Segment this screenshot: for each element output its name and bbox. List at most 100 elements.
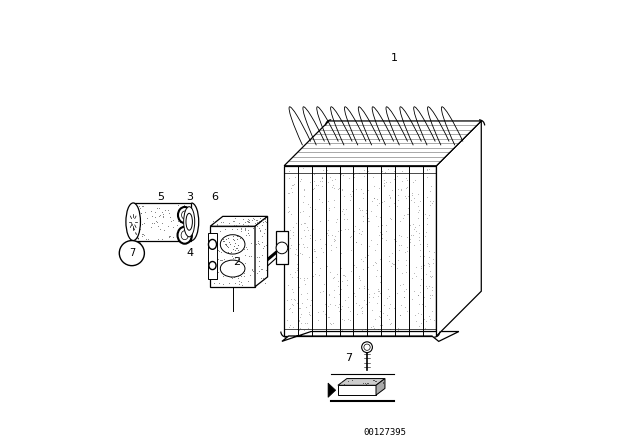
Point xyxy=(165,213,175,220)
Point xyxy=(220,240,230,247)
Point xyxy=(337,208,347,215)
Polygon shape xyxy=(210,226,255,287)
Point xyxy=(380,183,390,190)
Point xyxy=(168,216,179,224)
Point xyxy=(328,274,338,281)
Point xyxy=(367,261,378,268)
Point xyxy=(408,198,419,206)
Point xyxy=(232,226,242,233)
Point xyxy=(243,229,253,236)
Point xyxy=(424,247,434,254)
Ellipse shape xyxy=(182,211,188,219)
Point xyxy=(138,202,148,209)
Point xyxy=(343,293,353,300)
Polygon shape xyxy=(208,233,217,280)
Point xyxy=(324,173,335,181)
Point xyxy=(401,262,411,269)
Point xyxy=(369,324,379,331)
Point xyxy=(420,211,430,218)
Point xyxy=(373,223,383,230)
Point xyxy=(370,247,380,254)
Point xyxy=(255,215,265,222)
Point xyxy=(425,292,435,299)
Point xyxy=(411,264,421,271)
Point xyxy=(136,210,147,217)
Point xyxy=(360,254,370,261)
Point xyxy=(372,202,383,209)
Point xyxy=(243,217,253,224)
Point xyxy=(150,217,161,224)
Point xyxy=(291,246,301,253)
Point xyxy=(415,320,426,327)
Point xyxy=(313,317,323,324)
Point xyxy=(322,263,332,270)
Point xyxy=(317,175,327,182)
Point xyxy=(408,178,419,185)
Point xyxy=(243,219,253,226)
Point xyxy=(230,246,240,253)
Point xyxy=(356,231,366,238)
Point xyxy=(394,192,404,199)
Point xyxy=(308,177,319,185)
Point xyxy=(393,196,403,203)
Point xyxy=(224,280,234,287)
Point xyxy=(138,202,148,209)
Point xyxy=(246,240,257,247)
Point xyxy=(316,182,326,189)
Point xyxy=(180,209,191,216)
Point xyxy=(300,327,310,334)
Point xyxy=(211,234,221,241)
Point xyxy=(209,261,220,268)
Ellipse shape xyxy=(220,235,245,254)
Point xyxy=(419,312,429,319)
Point xyxy=(323,291,333,298)
Point xyxy=(339,273,349,280)
Point xyxy=(248,253,259,260)
Point xyxy=(388,261,398,268)
Point xyxy=(295,177,305,184)
Point xyxy=(332,215,342,222)
Point xyxy=(241,232,251,239)
Point xyxy=(422,167,432,174)
Point xyxy=(253,263,264,270)
Point xyxy=(234,220,244,227)
Point xyxy=(420,302,431,310)
Point xyxy=(226,249,236,256)
Point xyxy=(317,173,327,181)
Point xyxy=(416,276,426,283)
Point xyxy=(302,319,312,326)
Point xyxy=(407,189,417,196)
Point xyxy=(243,230,253,237)
Point xyxy=(364,242,374,250)
Point xyxy=(245,271,255,279)
Point xyxy=(421,318,431,325)
Point xyxy=(305,203,315,211)
Point xyxy=(366,208,376,215)
Point xyxy=(371,378,381,385)
Point xyxy=(307,306,317,313)
Point xyxy=(425,268,435,275)
Point xyxy=(213,269,223,276)
Text: 7: 7 xyxy=(129,248,135,258)
Point xyxy=(402,248,412,255)
Point xyxy=(252,218,262,225)
Point xyxy=(426,274,436,281)
Polygon shape xyxy=(276,231,288,264)
Point xyxy=(372,286,383,293)
Point xyxy=(284,167,294,174)
Point xyxy=(152,204,162,211)
Point xyxy=(249,216,259,223)
Point xyxy=(355,304,365,311)
Text: 5: 5 xyxy=(157,192,164,202)
Point xyxy=(356,303,367,310)
Point xyxy=(304,213,314,220)
Point xyxy=(282,255,292,263)
Point xyxy=(218,235,228,242)
Point xyxy=(357,326,367,333)
Point xyxy=(211,275,221,282)
Point xyxy=(344,191,355,198)
Point xyxy=(362,266,372,273)
Point xyxy=(225,274,236,281)
Point xyxy=(399,211,410,219)
Point xyxy=(384,252,394,259)
